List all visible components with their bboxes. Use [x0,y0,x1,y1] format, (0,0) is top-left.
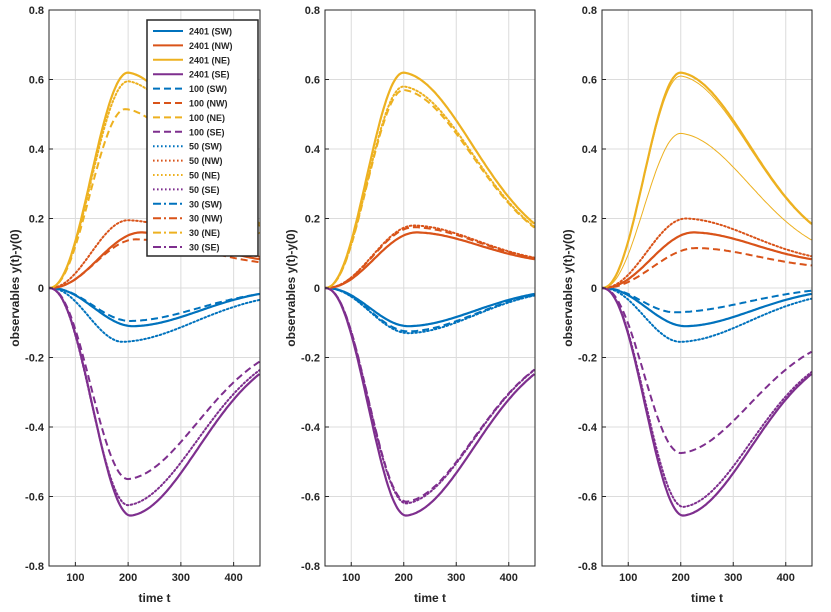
legend-label: 100 (SW) [189,84,227,94]
y-tick-label: 0.8 [29,5,44,17]
y-tick-label: 0 [591,283,597,295]
x-tick-label: 400 [224,572,242,584]
y-tick-label: -0.4 [25,422,45,434]
series-line-2401-sw [602,286,812,328]
y-tick-label: -0.4 [301,422,321,434]
legend-label: 50 (NE) [189,171,220,181]
series-group [325,71,535,517]
x-tick-label: 100 [66,572,84,584]
y-tick-label: 0.6 [582,75,597,87]
legend-label: 2401 (NW) [189,41,233,51]
x-tick-label: 300 [724,572,742,584]
y-tick-label: 0.4 [305,144,321,156]
x-tick-label: 400 [777,572,795,584]
y-tick-label: -0.6 [25,492,44,504]
y-tick-label: -0.2 [578,353,597,365]
series-line-100-se- [602,287,812,455]
series-line-2401-se [49,286,260,517]
y-tick-label: -0.6 [301,492,320,504]
x-tick-label: 300 [447,572,465,584]
series-line-2401-ne [602,71,812,290]
legend-label: 2401 (NE) [189,55,230,65]
legend-label: 100 (SE) [189,127,225,137]
series-line-2401-ne [325,71,535,290]
series-line-100-nw- [602,246,812,289]
legend-label: 50 (SE) [189,185,220,195]
x-tick-label: 300 [172,572,190,584]
legend-label: 30 (SE) [189,243,220,253]
y-axis-label: observables y(t)-y(0) [561,229,575,346]
y-tick-label: 0.2 [29,214,44,226]
y-tick-label: 0.4 [582,144,598,156]
y-tick-label: 0 [38,283,44,295]
y-tick-label: -0.4 [578,422,598,434]
x-tick-label: 100 [619,572,637,584]
x-tick-label: 200 [395,572,413,584]
y-tick-label: -0.6 [578,492,597,504]
y-tick-label: 0.6 [305,75,320,87]
legend: 2401 (SW) 2401 (NW) 2401 (NE) 2401 (SE) 100 … [146,19,259,257]
y-tick-label: 0.2 [305,214,320,226]
series-line-50-sw- [49,287,260,343]
series-line-50-sw- [602,287,812,343]
series-group [602,71,812,517]
panel-3: 100 200 300 400 -0.8 -0.6 -0.4 -0.2 0 0.2 0.4 0.6 0.… [561,5,813,605]
x-tick-label: 200 [119,572,137,584]
y-tick-label: 0 [314,283,320,295]
legend-label: 30 (SW) [189,199,222,209]
legend-label: 50 (NW) [189,156,223,166]
x-axis-label: time t [691,591,723,605]
legend-label: 2401 (SW) [189,27,232,37]
legend-label: 30 (NE) [189,228,220,238]
panel-2: 100 200 300 400 -0.8 -0.6 -0.4 -0.2 0 0.2 0.4 0.6 0.… [284,5,536,605]
legend-label: 100 (NE) [189,113,225,123]
y-tick-label: 0.8 [582,5,597,17]
series-line-50-ne- [325,85,535,289]
y-tick-label: -0.2 [301,353,320,365]
x-tick-label: 200 [672,572,690,584]
x-tick-label: 400 [500,572,518,584]
series-line-2401-nw [325,231,535,290]
y-tick-label: -0.8 [25,561,44,573]
y-tick-label: 0.8 [305,5,320,17]
y-tick-label: 0.2 [582,214,597,226]
series-line-100-ne- [602,132,812,289]
legend-label: 50 (SW) [189,142,222,152]
legend-label: 30 (NW) [189,214,223,224]
y-tick-label: -0.8 [578,561,597,573]
series-line-100-sw- [602,287,812,314]
series-line-50-nw- [325,224,535,289]
x-axis-label: time t [138,591,170,605]
series-line-2401-se [325,286,535,517]
y-tick-label: 0.4 [29,144,45,156]
y-axis-label: observables y(t)-y(0) [284,229,298,346]
series-line-2401-sw [325,286,535,328]
y-axis-label: observables y(t)-y(0) [8,229,22,346]
legend-label: 2401 (SE) [189,70,230,80]
legend-label: 100 (NW) [189,99,228,109]
series-line-100-se- [49,287,260,481]
series-line-50-nw- [602,217,812,289]
x-axis-label: time t [414,591,446,605]
series-line-2401-nw [602,231,812,290]
y-tick-label: -0.2 [25,353,44,365]
series-line-2401-sw [49,286,260,328]
series-line-50-sw- [325,287,535,335]
x-tick-label: 100 [342,572,360,584]
series-line-2401-se [602,286,812,517]
y-tick-label: -0.8 [301,561,320,573]
y-tick-label: 0.6 [29,75,44,87]
